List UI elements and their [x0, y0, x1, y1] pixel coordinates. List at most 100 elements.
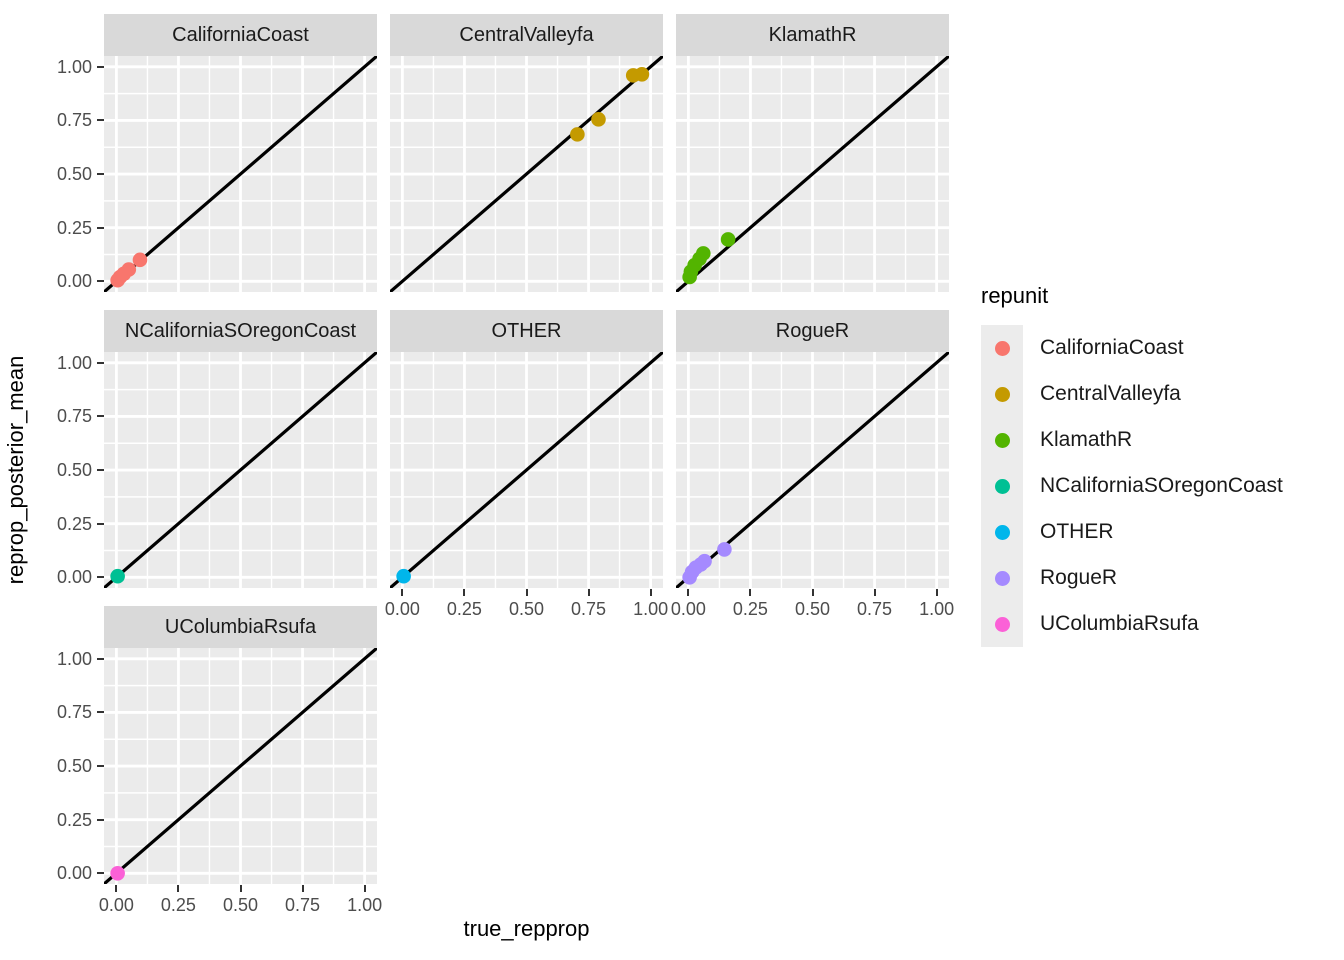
x-tick-mark	[873, 589, 876, 596]
y-tick-label: 0.25	[56, 513, 92, 534]
x-tick-mark	[301, 885, 304, 892]
identity-line	[390, 352, 663, 588]
legend-item-label: NCaliforniaSOregonCoast	[1040, 474, 1283, 497]
x-tick-mark	[687, 589, 690, 596]
facet-canvas	[104, 56, 377, 292]
identity-line	[104, 352, 377, 588]
legend-item-label: CentralValleyfa	[1040, 382, 1181, 405]
legend-key	[981, 555, 1023, 601]
y-tick-label: 0.75	[56, 702, 92, 723]
x-tick-mark	[587, 589, 590, 596]
x-tick-label: 0.75	[857, 599, 893, 619]
x-tick-mark	[525, 589, 528, 596]
y-tick-label: 1.00	[56, 352, 92, 373]
data-point	[396, 568, 411, 584]
x-tick-label: 0.00	[384, 599, 420, 619]
facet-canvas	[104, 648, 377, 884]
legend-dot-icon	[994, 340, 1010, 356]
y-tick-mark	[97, 65, 104, 68]
y-axis-title: reprop_posterior_mean	[3, 355, 28, 585]
x-axis-title: true_repprop	[463, 916, 590, 941]
x-tick-label: 0.25	[732, 599, 768, 619]
facet-title: KlamathR	[768, 23, 857, 46]
legend-dot-icon	[994, 432, 1010, 448]
facet-panel-OTHER	[390, 352, 663, 588]
legend-item-CaliforniaCoast: CaliforniaCoast	[981, 325, 1283, 371]
x-tick-label: 0.50	[508, 599, 545, 619]
facet-canvas	[390, 56, 663, 292]
facet-strip-CaliforniaCoast: CaliforniaCoast	[104, 14, 377, 56]
facet-title: CaliforniaCoast	[172, 23, 309, 46]
data-point	[695, 246, 711, 261]
y-tick-mark	[97, 576, 104, 579]
x-tick-mark	[811, 589, 814, 596]
facet-panel-NCaliforniaSOregonCoast	[104, 352, 377, 588]
y-tick-mark	[97, 657, 104, 660]
identity-line	[104, 648, 377, 884]
y-tick-mark	[97, 280, 104, 283]
legend-item-RogueR: RogueR	[981, 555, 1283, 601]
y-tick-label: 1.00	[56, 648, 92, 669]
legend-item-KlamathR: KlamathR	[981, 417, 1283, 463]
y-tick-label: 0.25	[56, 217, 92, 238]
facet-canvas	[390, 352, 663, 588]
x-tick-label: 0.75	[571, 599, 607, 619]
facet-panel-RogueR	[676, 352, 949, 588]
legend-dot-icon	[994, 478, 1010, 494]
x-tick-label: 1.00	[633, 599, 669, 619]
facet-strip-KlamathR: KlamathR	[676, 14, 949, 56]
x-tick-label: 0.50	[794, 599, 831, 619]
y-tick-mark	[97, 818, 104, 821]
legend-item-label: OTHER	[1040, 520, 1114, 543]
legend-item-OTHER: OTHER	[981, 509, 1283, 555]
legend: repunit CaliforniaCoast CentralValleyfa Kl…	[981, 283, 1283, 647]
legend-item-NCaliforniaSOregonCoast: NCaliforniaSOregonCoast	[981, 463, 1283, 509]
y-tick-label: 1.00	[56, 56, 92, 77]
facet-strip-CentralValleyfa: CentralValleyfa	[390, 14, 663, 56]
x-tick-mark	[239, 885, 242, 892]
facet-title: OTHER	[491, 319, 562, 342]
y-tick-label: 0.00	[56, 271, 92, 292]
y-tick-mark	[97, 415, 104, 418]
facet-title: NCaliforniaSOregonCoast	[124, 319, 357, 342]
x-tick-label: 1.00	[347, 895, 383, 915]
y-tick-label: 0.75	[56, 406, 92, 427]
facet-canvas	[104, 352, 377, 588]
legend-key	[981, 371, 1023, 417]
facet-title: UColumbiaRsufa	[164, 615, 317, 638]
facet-panel-CaliforniaCoast	[104, 56, 377, 292]
y-tick-mark	[97, 872, 104, 875]
facet-panel-KlamathR	[676, 56, 949, 292]
facet-strip-RogueR: RogueR	[676, 310, 949, 352]
data-point	[570, 127, 585, 142]
data-point	[591, 112, 606, 127]
x-tick-mark	[463, 589, 466, 596]
y-tick-mark	[97, 469, 104, 472]
y-tick-label: 0.50	[56, 460, 92, 481]
legend-item-label: CaliforniaCoast	[1040, 336, 1184, 359]
facet-strip-UColumbiaRsufa: UColumbiaRsufa	[104, 606, 377, 648]
y-tick-mark	[97, 361, 104, 364]
facet-title: CentralValleyfa	[459, 23, 594, 46]
facet-strip-OTHER: OTHER	[390, 310, 663, 352]
data-point	[110, 866, 125, 881]
x-tick-label: 0.75	[285, 895, 321, 915]
y-tick-label: 0.00	[56, 863, 92, 884]
x-tick-label: 1.00	[919, 599, 955, 619]
x-tick-label: 0.00	[670, 599, 706, 619]
legend-items: CaliforniaCoast CentralValleyfa KlamathR NC…	[981, 325, 1283, 647]
x-tick-label: 0.25	[446, 599, 482, 619]
identity-line	[104, 56, 377, 292]
y-tick-label: 0.50	[56, 164, 92, 185]
facet-canvas	[676, 56, 949, 292]
legend-item-CentralValleyfa: CentralValleyfa	[981, 371, 1283, 417]
x-tick-label: 0.00	[98, 895, 134, 915]
y-tick-label: 0.00	[56, 567, 92, 588]
legend-key	[981, 417, 1023, 463]
facet-title: RogueR	[775, 319, 850, 342]
y-tick-mark	[97, 711, 104, 714]
legend-key	[981, 463, 1023, 509]
legend-item-UColumbiaRsufa: UColumbiaRsufa	[981, 601, 1283, 647]
legend-key	[981, 325, 1023, 371]
